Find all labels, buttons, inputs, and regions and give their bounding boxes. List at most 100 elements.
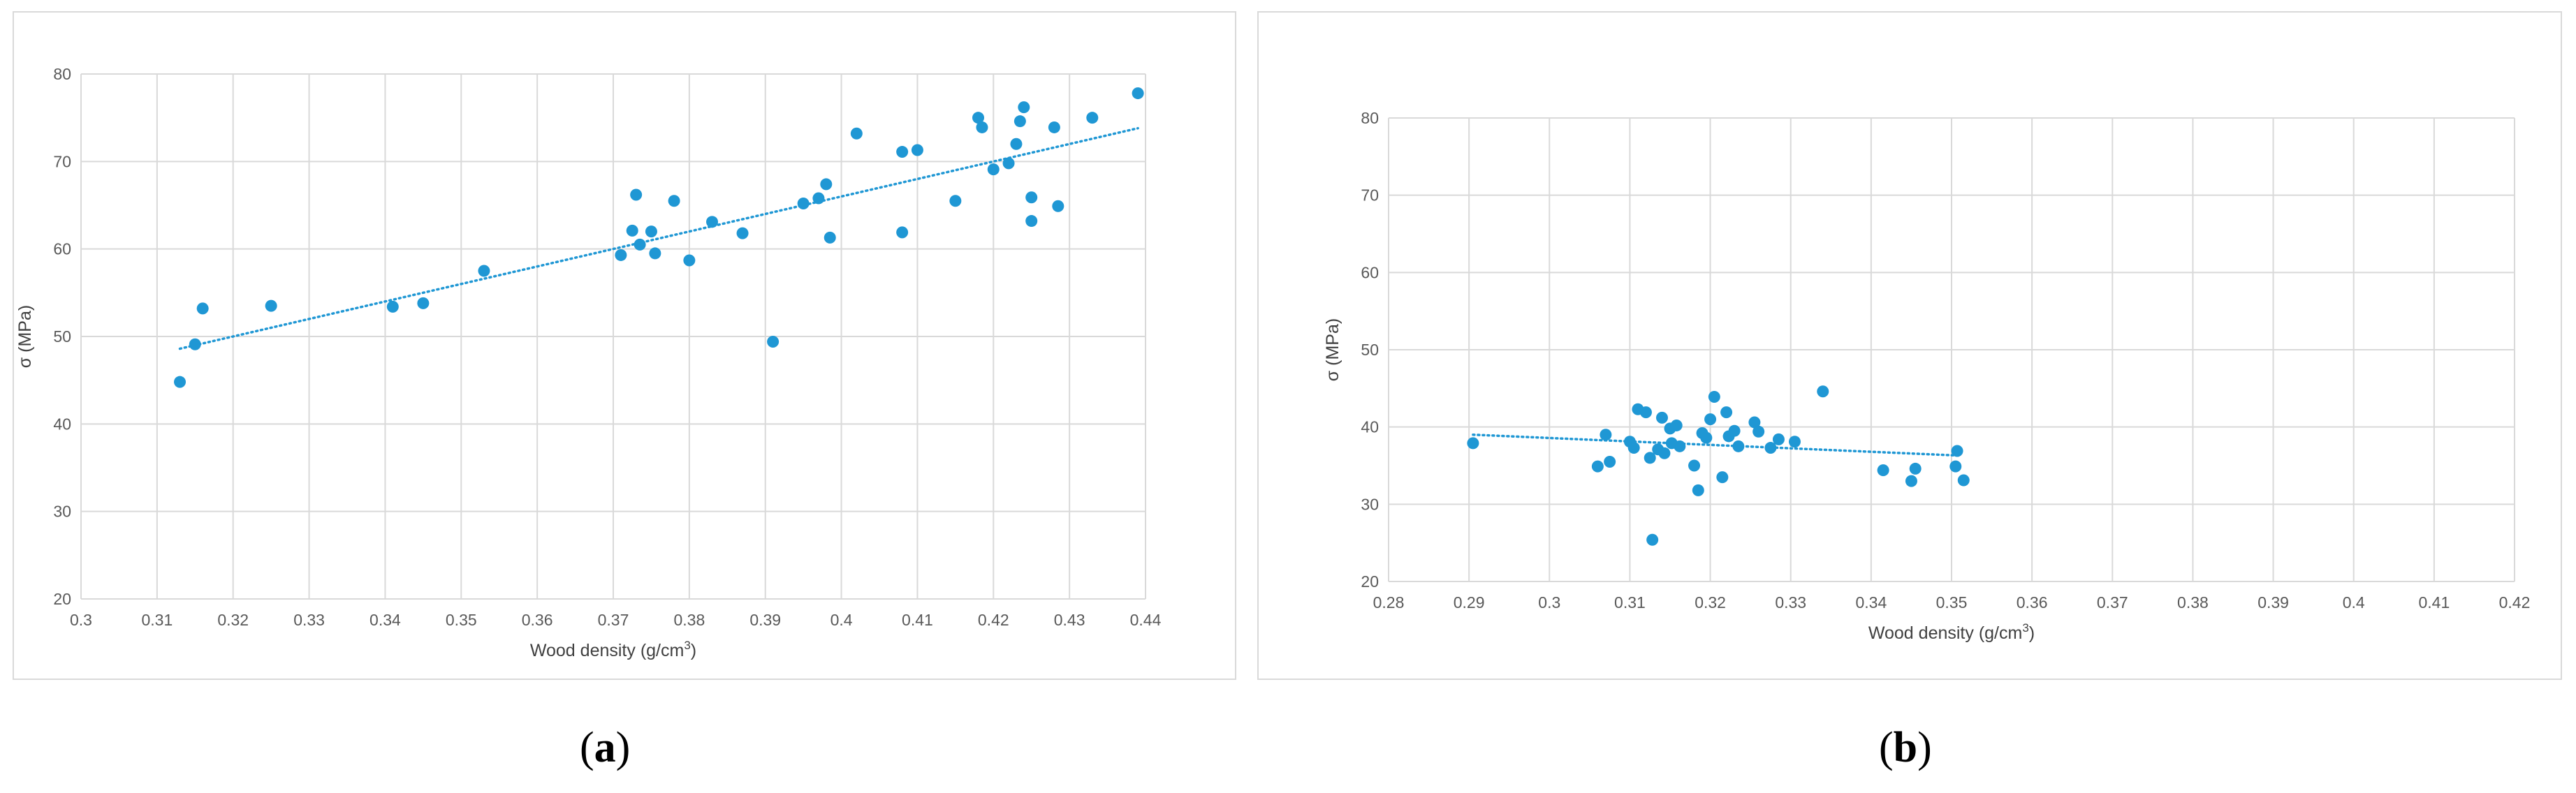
grid-b — [1388, 117, 2515, 582]
y-tick-label: 30 — [1361, 495, 1379, 513]
caption-b-close: ) — [1917, 724, 1932, 771]
data-point — [1764, 442, 1777, 454]
data-point — [1644, 452, 1656, 464]
y-tick-label: 50 — [1361, 341, 1379, 359]
data-point — [1018, 101, 1030, 114]
y-tick-label: 50 — [53, 327, 71, 346]
chart-border-b — [1257, 11, 2562, 680]
data-point — [1627, 442, 1640, 454]
y-axis-label: σ (MPa) — [15, 305, 35, 368]
x-tick-label: 0.33 — [1775, 593, 1806, 612]
data-point — [668, 195, 680, 207]
x-tick-label: 0.43 — [1054, 611, 1085, 629]
y-axis-label: σ (MPa) — [1323, 318, 1342, 381]
data-point — [896, 146, 909, 158]
data-point — [1048, 121, 1060, 133]
x-tick-label: 0.31 — [1614, 593, 1646, 612]
chart-border-a — [13, 11, 1236, 680]
data-point — [987, 163, 1000, 176]
data-point — [949, 195, 962, 207]
data-point — [812, 192, 825, 205]
data-point — [1025, 191, 1038, 204]
data-point — [615, 249, 627, 261]
data-point — [645, 225, 657, 238]
data-point — [706, 216, 719, 228]
y-tick-label: 40 — [53, 415, 71, 433]
data-point — [1772, 433, 1785, 445]
x-tick-label: 0.42 — [978, 611, 1009, 629]
x-tick-label: 0.42 — [2499, 593, 2531, 612]
x-tick-label: 0.28 — [1373, 593, 1405, 612]
trendline-b — [1472, 433, 1961, 457]
x-tick-label: 0.38 — [673, 611, 705, 629]
data-point — [1658, 447, 1671, 459]
data-point — [1951, 445, 1963, 457]
data-point — [1052, 200, 1064, 212]
data-point — [1013, 115, 1026, 128]
x-tick-label: 0.32 — [217, 611, 249, 629]
x-tick-label: 0.41 — [902, 611, 933, 629]
data-point — [896, 226, 909, 239]
data-point — [1877, 464, 1889, 477]
x-tick-label: 0.37 — [2097, 593, 2128, 612]
x-tick-label: 0.41 — [2418, 593, 2450, 612]
data-point — [265, 299, 277, 312]
x-tick-label: 0.4 — [2343, 593, 2365, 612]
x-tick-label: 0.39 — [749, 611, 781, 629]
data-point — [1692, 484, 1704, 496]
data-point — [1132, 87, 1144, 100]
data-point — [1467, 437, 1479, 450]
x-tick-label: 0.37 — [598, 611, 629, 629]
caption-a-letter: a — [594, 724, 616, 771]
data-point — [1708, 391, 1720, 403]
x-tick-label: 0.29 — [1454, 593, 1485, 612]
data-point — [683, 254, 696, 267]
data-point — [417, 297, 430, 309]
x-tick-label: 0.33 — [293, 611, 325, 629]
data-points-a — [174, 87, 1144, 388]
x-tick-label: 0.36 — [2017, 593, 2048, 612]
data-point — [1704, 413, 1717, 426]
data-point — [1600, 429, 1612, 441]
chart-panel-a: 0.3 0.31 0.32 0.33 0.34 0.35 0.36 0.37 0.38 0.39 0… — [13, 11, 1236, 680]
x-tick-label: 0.39 — [2257, 593, 2289, 612]
y-tick-label: 60 — [53, 240, 71, 258]
data-points-b — [1467, 385, 1970, 546]
data-point — [630, 188, 643, 201]
x-tick-label: 0.35 — [446, 611, 477, 629]
x-tick-label: 0.44 — [1130, 611, 1162, 629]
y-tick-label: 80 — [53, 65, 71, 83]
data-point — [196, 302, 209, 315]
data-point — [972, 112, 985, 124]
data-point — [1025, 215, 1038, 228]
data-point — [1002, 157, 1015, 170]
data-point — [1909, 462, 1922, 475]
x-tick-label: 0.35 — [1936, 593, 1968, 612]
data-point — [1010, 138, 1023, 150]
data-point — [1591, 460, 1604, 473]
caption-b-letter: b — [1893, 724, 1918, 771]
data-point — [1674, 440, 1686, 452]
data-point — [1700, 431, 1713, 444]
scatter-chart-a: 0.3 0.31 0.32 0.33 0.34 0.35 0.36 0.37 0.38 0.39 0… — [13, 11, 1236, 680]
data-point — [1817, 385, 1829, 398]
data-point — [976, 121, 988, 133]
data-point — [626, 224, 638, 237]
data-point — [911, 144, 923, 156]
grid-a — [80, 73, 1146, 600]
chart-panel-b: 0.28 0.29 0.3 0.31 0.32 0.33 0.34 0.35 0.36 0.37 0… — [1257, 11, 2562, 680]
data-point — [649, 247, 661, 260]
scatter-chart-b: 0.28 0.29 0.3 0.31 0.32 0.33 0.34 0.35 0.36 0.37 0… — [1257, 11, 2562, 680]
x-tick-label: 0.34 — [369, 611, 401, 629]
data-point — [1732, 440, 1745, 452]
data-point — [1086, 112, 1099, 124]
y-tick-label: 30 — [53, 503, 71, 521]
data-point — [824, 231, 836, 244]
data-point — [736, 227, 749, 239]
data-point — [1728, 424, 1741, 437]
x-tick-label: 0.34 — [1855, 593, 1887, 612]
y-tick-label: 20 — [53, 590, 71, 608]
caption-a-open: ( — [580, 724, 594, 771]
data-point — [478, 265, 490, 277]
y-tick-label: 40 — [1361, 418, 1379, 436]
